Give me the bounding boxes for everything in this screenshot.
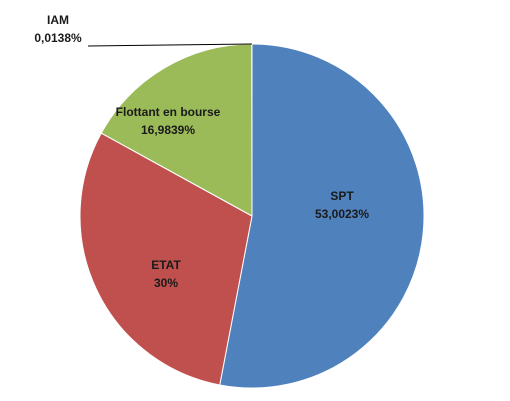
slice-percent-flottant-en-bourse: 16,9839% xyxy=(141,123,195,137)
leader-layer xyxy=(87,43,252,47)
slice-label-iam: IAM 0,0138% xyxy=(34,13,82,45)
slice-name-spt: SPT xyxy=(330,189,354,203)
pie-slice-flottant-en-bourse xyxy=(100,43,253,217)
slice-name-flottant-en-bourse: Flottant en bourse xyxy=(116,105,221,119)
slice-percent-etat: 30% xyxy=(154,276,178,290)
slice-name-etat: ETAT xyxy=(151,258,181,272)
pie-slice-spt xyxy=(219,43,425,389)
slice-percent-iam: 0,0138% xyxy=(34,31,82,45)
labels-layer: SPT 53,0023% ETAT 30% Flottant en bourse 16,9… xyxy=(34,13,369,290)
pie-slice-etat xyxy=(79,132,253,386)
slice-percent-spt: 53,0023% xyxy=(315,207,369,221)
slice-label-flottant-en-bourse: Flottant en bourse 16,9839% xyxy=(116,105,221,137)
leader-line-iam xyxy=(87,43,252,47)
slices-layer xyxy=(79,43,425,389)
slice-name-iam: IAM xyxy=(47,13,69,27)
slice-label-spt: SPT 53,0023% xyxy=(315,189,369,221)
slice-label-etat: ETAT 30% xyxy=(151,258,181,290)
